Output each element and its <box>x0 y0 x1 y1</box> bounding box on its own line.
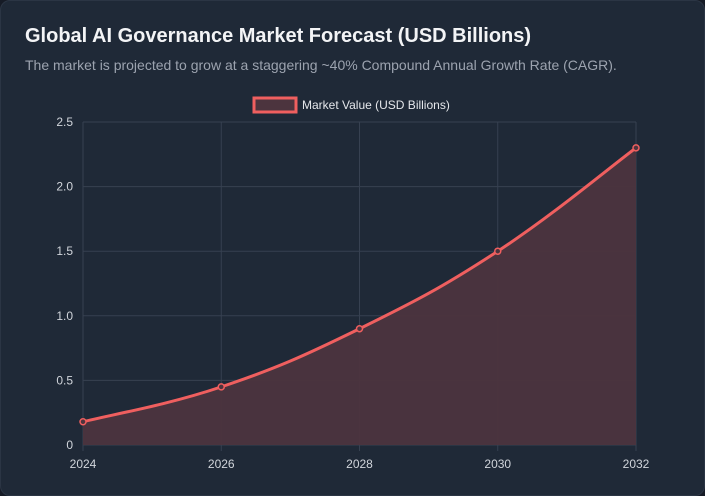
data-point[interactable] <box>632 144 640 152</box>
y-axis-ticks: 0 0.5 1.0 1.5 2.0 2.5 <box>56 115 73 452</box>
legend-swatch <box>252 96 298 114</box>
x-tick-label: 2032 <box>623 457 650 471</box>
y-tick-label: 0.5 <box>56 373 73 387</box>
chart-subtitle: The market is projected to grow at a sta… <box>25 57 617 73</box>
series-area <box>83 147 636 445</box>
x-tick-label: 2026 <box>208 457 235 471</box>
y-tick-label: 0 <box>66 438 73 452</box>
chart-title: Global AI Governance Market Forecast (US… <box>25 25 532 47</box>
legend[interactable]: Market Value (USD Billions) <box>252 96 450 114</box>
legend-label: Market Value (USD Billions) <box>302 98 450 112</box>
data-point[interactable] <box>355 324 364 333</box>
y-tick-label: 2.5 <box>56 115 73 129</box>
data-point[interactable] <box>217 383 225 391</box>
x-axis-ticks: 2024 2026 2028 2030 2032 <box>70 457 650 471</box>
y-tick-label: 1.5 <box>56 244 73 258</box>
data-points <box>79 144 640 426</box>
x-tick-label: 2024 <box>70 457 97 471</box>
x-tick-label: 2030 <box>484 457 511 471</box>
y-tick-label: 1.0 <box>56 309 73 323</box>
data-point[interactable] <box>494 247 502 255</box>
x-tick-label: 2028 <box>346 457 373 471</box>
data-point[interactable] <box>79 417 87 426</box>
y-tick-label: 2.0 <box>56 180 73 194</box>
